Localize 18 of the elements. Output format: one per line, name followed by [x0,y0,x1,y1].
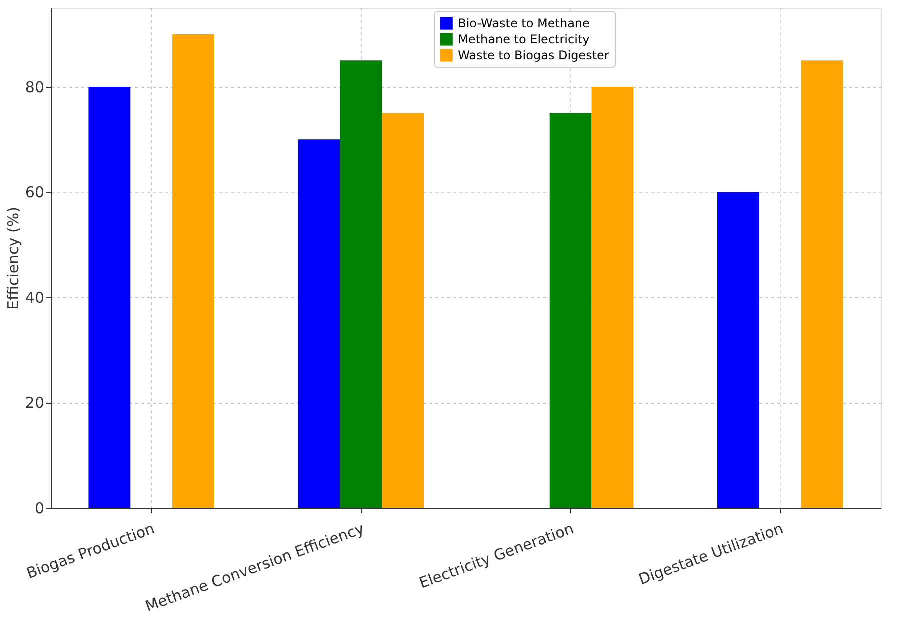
bar [298,140,340,508]
legend-label: Bio-Waste to Methane [458,16,590,30]
bar [88,86,131,508]
y-axis-title: Efficiency (%) [4,207,22,310]
legend-label: Methane to Electricity [458,32,590,46]
bar [340,60,382,508]
y-tick-label: 80 [25,78,44,96]
y-tick-label: 20 [25,394,44,412]
bar [382,113,424,508]
y-tick-label: 40 [25,288,44,307]
legend-label: Waste to Biogas Digester [458,48,610,62]
y-tick-label: 60 [25,184,44,202]
bar [801,60,844,508]
bar [592,86,634,508]
bar [718,192,760,508]
bar [172,34,214,508]
bar [550,113,592,508]
y-tick-label: 0 [34,500,44,518]
